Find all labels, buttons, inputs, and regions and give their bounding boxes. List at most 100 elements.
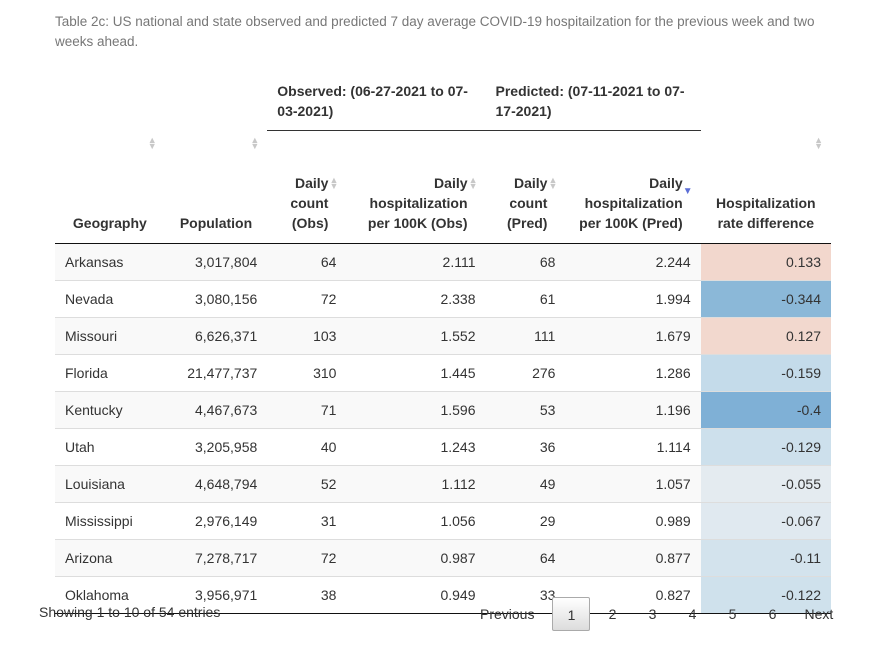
cell-count-obs: 103 bbox=[267, 317, 347, 355]
sort-both-icon: ▲ ▼ bbox=[814, 134, 823, 151]
col-geography-label: Geography bbox=[72, 215, 147, 231]
table-row: Nevada 3,080,156 72 2.338 61 1.994 -0.344 bbox=[55, 280, 831, 318]
table-row: Arkansas 3,017,804 64 2.111 68 2.244 0.133 bbox=[55, 243, 831, 281]
sort-both-icon: ▲ ▼ bbox=[468, 175, 478, 191]
cell-geography: Louisiana bbox=[55, 465, 165, 503]
cell-geography: Arkansas bbox=[55, 243, 165, 281]
cell-rate-obs: 1.552 bbox=[346, 317, 486, 355]
cell-rate-difference: -0.055 bbox=[700, 465, 831, 503]
entries-info: Showing 1 to 10 of 54 entries bbox=[39, 604, 221, 620]
cell-rate-pred: 1.057 bbox=[565, 465, 701, 503]
table-row: Oklahoma 3,956,971 38 0.949 33 0.827 -0.122 bbox=[55, 576, 831, 614]
cell-rate-pred: 1.994 bbox=[565, 280, 701, 318]
cell-geography: Missouri bbox=[55, 317, 165, 355]
table-caption: Table 2c: US national and state observed… bbox=[55, 14, 815, 49]
cell-population: 7,278,717 bbox=[164, 539, 268, 577]
col-population-label: Population bbox=[179, 215, 253, 231]
cell-count-obs: 40 bbox=[267, 428, 347, 466]
cell-count-pred: 111 bbox=[485, 317, 566, 355]
cell-population: 3,080,156 bbox=[164, 280, 268, 318]
cell-population: 2,976,149 bbox=[164, 502, 268, 540]
sort-both-icon: ▲ ▼ bbox=[147, 134, 157, 151]
cell-count-pred: 53 bbox=[485, 391, 566, 429]
cell-rate-obs: 2.338 bbox=[346, 280, 486, 318]
cell-rate-pred: 0.989 bbox=[565, 502, 701, 540]
cell-count-obs: 72 bbox=[267, 280, 347, 318]
cell-geography: Mississippi bbox=[55, 502, 165, 540]
cell-count-obs: 52 bbox=[267, 465, 347, 503]
cell-count-obs: 31 bbox=[267, 502, 347, 540]
cell-count-obs: 72 bbox=[267, 539, 347, 577]
cell-rate-obs: 1.445 bbox=[346, 354, 486, 392]
cell-population: 3,205,958 bbox=[164, 428, 268, 466]
cell-count-pred: 276 bbox=[485, 354, 566, 392]
cell-count-pred: 68 bbox=[485, 243, 566, 281]
page-button-2[interactable]: 2 bbox=[608, 606, 617, 622]
col-geography[interactable]: Geography ▲ ▼ bbox=[55, 130, 165, 244]
cell-population: 21,477,737 bbox=[164, 354, 268, 392]
cell-population: 3,956,971 bbox=[164, 576, 268, 614]
cell-count-pred: 61 bbox=[485, 280, 566, 318]
group-header-row: Observed: (06-27-2021 to 07-03-2021) Pre… bbox=[55, 67, 831, 131]
page-button-4[interactable]: 4 bbox=[688, 606, 697, 622]
cell-geography: Oklahoma bbox=[55, 576, 165, 614]
cell-rate-difference: -0.067 bbox=[700, 502, 831, 540]
cell-rate-pred: 1.114 bbox=[565, 428, 701, 466]
col-rate-difference[interactable]: Hospitalization rate difference ▲ ▼ bbox=[700, 130, 831, 244]
cell-geography: Utah bbox=[55, 428, 165, 466]
cell-geography: Arizona bbox=[55, 539, 165, 577]
cell-rate-difference: 0.127 bbox=[700, 317, 831, 355]
col-population[interactable]: Population ▲ ▼ bbox=[164, 130, 268, 244]
sort-descending-icon: ▼ bbox=[682, 186, 693, 197]
table-row: Kentucky 4,467,673 71 1.596 53 1.196 -0.4 bbox=[55, 391, 831, 429]
cell-count-pred: 29 bbox=[485, 502, 566, 540]
col-count-pred[interactable]: Daily count (Pred) ▲ ▼ bbox=[485, 130, 566, 244]
hospitalization-table: Observed: (06-27-2021 to 07-03-2021) Pre… bbox=[55, 67, 831, 614]
cell-rate-difference: -0.4 bbox=[700, 391, 831, 429]
col-rate-obs[interactable]: Daily hospitalization per 100K (Obs) ▲ ▼ bbox=[346, 130, 486, 244]
cell-geography: Kentucky bbox=[55, 391, 165, 429]
pagination: Previous 1 2 3 4 5 6 Next bbox=[468, 597, 845, 631]
cell-rate-obs: 1.596 bbox=[346, 391, 486, 429]
observed-group-header: Observed: (06-27-2021 to 07-03-2021) bbox=[267, 67, 486, 131]
cell-count-obs: 71 bbox=[267, 391, 347, 429]
cell-rate-difference: -0.344 bbox=[700, 280, 831, 318]
cell-count-pred: 36 bbox=[485, 428, 566, 466]
col-count-pred-label: Daily count (Pred) bbox=[507, 175, 548, 231]
cell-rate-difference: -0.122 bbox=[700, 576, 831, 614]
table-row: Florida 21,477,737 310 1.445 276 1.286 -0.159 bbox=[55, 354, 831, 392]
page-button-5[interactable]: 5 bbox=[728, 606, 737, 622]
col-count-obs[interactable]: Daily count (Obs) ▲ ▼ bbox=[267, 130, 347, 244]
cell-population: 3,017,804 bbox=[164, 243, 268, 281]
cell-rate-difference: -0.129 bbox=[700, 428, 831, 466]
cell-count-pred: 49 bbox=[485, 465, 566, 503]
cell-geography: Florida bbox=[55, 354, 165, 392]
col-count-obs-label: Daily count (Obs) bbox=[290, 175, 329, 231]
page-button-3[interactable]: 3 bbox=[648, 606, 657, 622]
col-rate-pred-label: Daily hospitalization per 100K (Pred) bbox=[579, 175, 683, 231]
cell-population: 4,648,794 bbox=[164, 465, 268, 503]
col-rate-pred[interactable]: Daily hospitalization per 100K (Pred) ▼ bbox=[565, 130, 701, 244]
table-row: Arizona 7,278,717 72 0.987 64 0.877 -0.11 bbox=[55, 539, 831, 577]
table-row: Mississippi 2,976,149 31 1.056 29 0.989 -0.067 bbox=[55, 502, 831, 540]
previous-page-button[interactable]: Previous bbox=[480, 606, 535, 622]
cell-count-obs: 64 bbox=[267, 243, 347, 281]
next-page-button[interactable]: Next bbox=[804, 606, 834, 622]
cell-rate-pred: 0.877 bbox=[565, 539, 701, 577]
cell-count-pred: 33 bbox=[485, 576, 566, 614]
predicted-group-header: Predicted: (07-11-2021 to 07-17-2021) bbox=[485, 67, 701, 131]
col-rate-difference-label: Hospitalization rate difference bbox=[716, 195, 816, 231]
cell-rate-obs: 0.987 bbox=[346, 539, 486, 577]
sort-both-icon: ▲ ▼ bbox=[548, 175, 558, 191]
cell-rate-difference: -0.159 bbox=[700, 354, 831, 392]
col-rate-obs-label: Daily hospitalization per 100K (Obs) bbox=[367, 175, 468, 231]
page-button-1-current[interactable]: 1 bbox=[552, 597, 591, 631]
table-row: Missouri 6,626,371 103 1.552 111 1.679 0.127 bbox=[55, 317, 831, 355]
cell-population: 6,626,371 bbox=[164, 317, 268, 355]
page-button-6[interactable]: 6 bbox=[768, 606, 777, 622]
column-header-row: Geography ▲ ▼ Population ▲ ▼ Daily count (… bbox=[55, 130, 831, 244]
cell-rate-difference: -0.11 bbox=[700, 539, 831, 577]
cell-geography: Nevada bbox=[55, 280, 165, 318]
cell-count-obs: 310 bbox=[267, 354, 347, 392]
cell-rate-obs: 1.056 bbox=[346, 502, 486, 540]
